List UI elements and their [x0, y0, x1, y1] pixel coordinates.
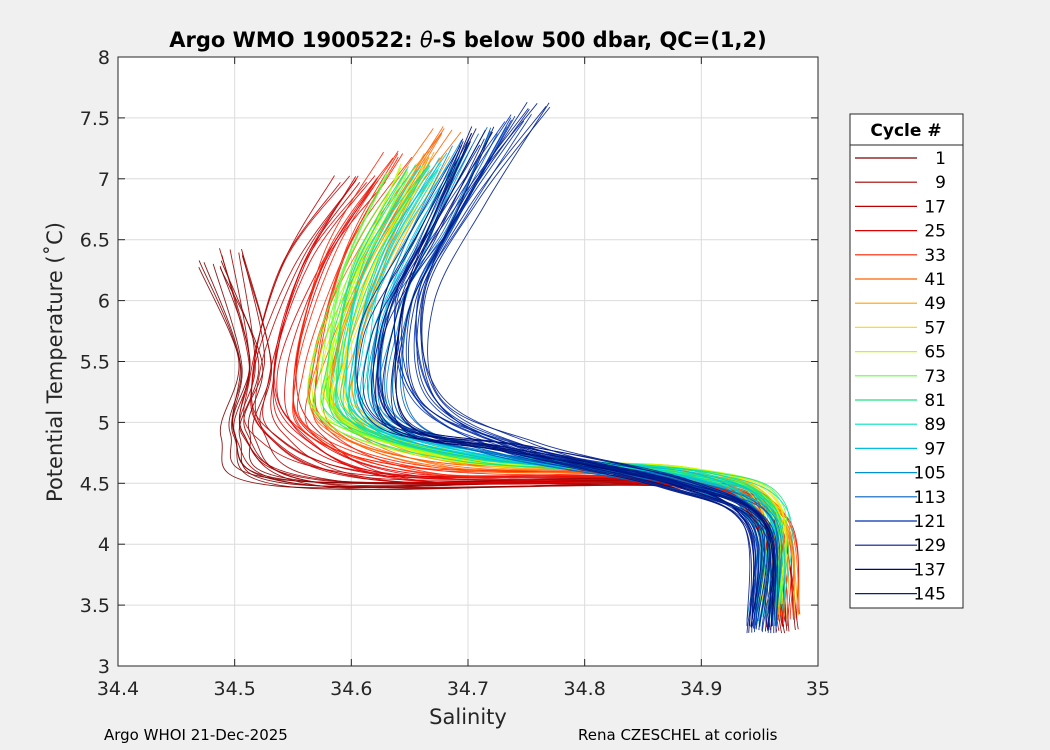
legend-label: 49 — [924, 294, 946, 314]
legend-items: 1 9 17 25 33 41 49 57 65 73 81 89 97 105 113 121 129 137 1… — [855, 149, 946, 605]
y-tick-label: 5 — [98, 412, 110, 434]
legend-label: 145 — [914, 585, 946, 605]
profile-line-cycle-97 — [375, 151, 786, 620]
footer-left: Argo WHOI 21-Dec-2025 — [104, 726, 288, 744]
profile-line-cycle-9 — [229, 249, 783, 627]
profiles — [198, 101, 801, 634]
x-tick-label: 34.9 — [680, 678, 722, 700]
profile-line-cycle-145 — [420, 106, 772, 631]
legend-label: 97 — [924, 439, 946, 459]
x-tick-label: 34.6 — [330, 678, 372, 700]
legend-label: 121 — [914, 512, 946, 532]
profile-line-cycle-145 — [421, 106, 772, 628]
profile-line-cycle-137 — [375, 126, 755, 633]
profile-line-cycle-121 — [415, 113, 779, 633]
x-tick-label: 34.4 — [97, 678, 139, 700]
y-tick-label: 8 — [98, 47, 110, 69]
legend-label: 25 — [924, 222, 946, 242]
x-ticks: 34.4 34.5 34.6 34.7 34.8 34.9 35 — [97, 57, 830, 700]
y-tick-label: 5.5 — [80, 352, 110, 374]
profile-line-cycle-97 — [367, 157, 778, 615]
y-tick-label: 7 — [98, 169, 110, 191]
y-tick-label: 6 — [98, 291, 110, 313]
profile-line-cycle-1 — [203, 262, 785, 627]
x-tick-label: 34.8 — [564, 678, 606, 700]
profile-line-cycle-89 — [353, 169, 785, 615]
legend-label: 41 — [924, 270, 946, 290]
profile-line-cycle-89 — [342, 165, 774, 618]
profile-line-cycle-137 — [395, 126, 775, 634]
profile-line-cycle-89 — [347, 162, 779, 621]
legend-box — [849, 113, 964, 609]
profile-line-cycle-145 — [401, 108, 751, 627]
y-tick-label: 6.5 — [80, 230, 110, 252]
profile-line-cycle-121 — [415, 120, 778, 626]
profile-line-cycle-65 — [331, 166, 787, 605]
x-tick-label: 34.5 — [214, 678, 256, 700]
y-tick-label: 4.5 — [80, 473, 110, 495]
x-tick-label: 35 — [806, 678, 830, 700]
legend-label: 33 — [924, 246, 946, 266]
legend-label: 57 — [924, 318, 946, 338]
y-tick-label: 3 — [98, 656, 110, 678]
profile-line-cycle-137 — [372, 132, 752, 626]
profile-line-cycle-89 — [362, 163, 793, 619]
footer-right: Rena CZESCHEL at coriolis — [578, 726, 778, 744]
legend-label: 73 — [924, 367, 946, 387]
y-tick-label: 7.5 — [80, 108, 110, 130]
legend-label: 81 — [924, 391, 946, 411]
legend-label: 1 — [935, 149, 946, 169]
title-theta: θ — [420, 28, 433, 52]
profile-line-cycle-137 — [394, 129, 774, 631]
legend-label: 105 — [914, 464, 946, 484]
x-axis-label: Salinity — [429, 705, 507, 729]
y-axis-label: Potential Temperature (˚C) — [43, 222, 67, 502]
profile-line-cycle-145 — [407, 101, 756, 634]
y-tick-label: 4 — [98, 534, 110, 556]
legend-label: 65 — [924, 343, 946, 363]
legend-title: Cycle # — [870, 121, 941, 141]
legend-label: 17 — [924, 197, 946, 217]
legend-label: 113 — [914, 488, 946, 508]
legend-label: 9 — [935, 173, 946, 193]
title-part-1: Argo WMO 1900522: — [169, 28, 420, 52]
x-tick-label: 34.7 — [447, 678, 489, 700]
profile-line-cycle-137 — [382, 133, 762, 628]
legend-label: 129 — [914, 536, 946, 556]
chart-title: Argo WMO 1900522: θ-S below 500 dbar, QC… — [169, 28, 766, 52]
y-ticks: 3 3.5 4 4.5 5 5.5 6 6.5 7 7.5 8 — [80, 47, 818, 678]
legend-label: 89 — [924, 415, 946, 435]
legend-label: 137 — [914, 560, 946, 580]
legend: Cycle # 1 9 17 25 33 41 49 57 65 73 81 89 97 105 113 12… — [849, 113, 964, 609]
title-part-2: -S below 500 dbar, QC=(1,2) — [433, 28, 767, 52]
y-tick-label: 3.5 — [80, 595, 110, 617]
profile-line-cycle-145 — [427, 102, 776, 633]
